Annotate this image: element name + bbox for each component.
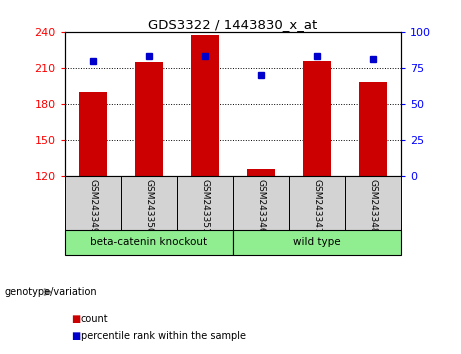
Text: genotype/variation: genotype/variation [5,287,97,297]
Bar [345,176,401,230]
Text: GSM243350: GSM243350 [144,179,153,234]
Title: GDS3322 / 1443830_x_at: GDS3322 / 1443830_x_at [148,18,318,31]
Bar [191,35,219,176]
Bar [135,62,163,176]
Text: GSM243351: GSM243351 [200,179,209,234]
Bar [289,176,345,230]
Text: beta-catenin knockout: beta-catenin knockout [90,238,207,247]
Text: ■: ■ [71,314,81,324]
Text: ■: ■ [71,331,81,341]
Bar [65,176,121,230]
Text: GSM243348: GSM243348 [368,179,378,233]
Bar [233,230,401,255]
Bar [233,176,289,230]
Text: GSM243349: GSM243349 [88,179,97,233]
Text: GSM243347: GSM243347 [313,179,321,233]
Bar [65,230,233,255]
Text: wild type: wild type [293,238,341,247]
Text: percentile rank within the sample: percentile rank within the sample [81,331,246,341]
Text: count: count [81,314,108,324]
Text: GSM243346: GSM243346 [256,179,266,233]
Bar [359,82,387,176]
Bar [303,61,331,176]
Bar [121,176,177,230]
Bar [78,92,106,176]
Bar [247,169,275,176]
Bar [177,176,233,230]
